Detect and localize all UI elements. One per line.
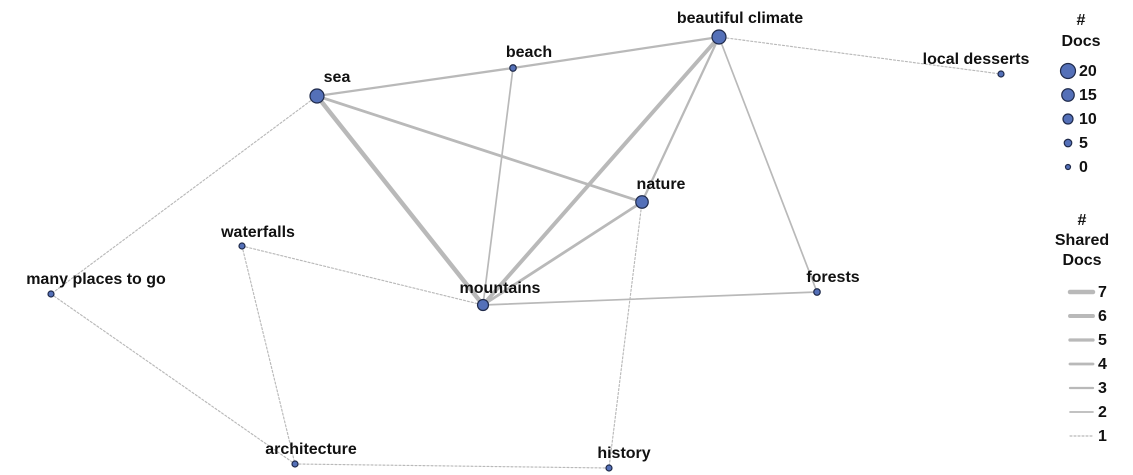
edge <box>315 66 515 98</box>
edge <box>511 35 721 70</box>
legend-node <box>1064 163 1072 171</box>
legend-node <box>1059 62 1077 80</box>
legend-label: 10 <box>1079 111 1097 128</box>
legend-label: 7 <box>1098 284 1107 301</box>
edge <box>294 463 610 469</box>
node-label: beautiful climate <box>677 10 803 27</box>
legend-label: 5 <box>1098 332 1107 349</box>
node-label: local desserts <box>923 51 1030 68</box>
node <box>605 464 613 472</box>
node <box>291 460 299 468</box>
nodes: beautiful climate beach sea local desserts n… <box>26 10 1030 472</box>
legend: # Docs 20 15 10 5 0 # Shared Docs 7 6 5 4 3 2 1 <box>1055 12 1109 445</box>
legend-label: 2 <box>1098 404 1107 421</box>
legend-label: 5 <box>1079 135 1088 152</box>
legend-title: Shared <box>1055 232 1109 249</box>
node-label: waterfalls <box>220 224 295 241</box>
legend-label: 4 <box>1098 356 1107 373</box>
node-label: mountains <box>460 280 541 297</box>
node-label: sea <box>324 69 351 86</box>
edge <box>314 93 486 308</box>
node <box>813 288 821 296</box>
edge <box>482 291 818 306</box>
legend-node <box>1063 138 1073 148</box>
legend-label: 0 <box>1079 159 1088 176</box>
node-label: architecture <box>265 441 357 458</box>
node-label: many places to go <box>26 271 166 288</box>
edge <box>481 200 644 307</box>
node <box>309 88 325 104</box>
node-label: history <box>597 445 650 462</box>
legend-label: 20 <box>1079 63 1097 80</box>
edge <box>481 35 721 307</box>
edge <box>718 36 1002 75</box>
legend-label: 6 <box>1098 308 1107 325</box>
legend-title: Docs <box>1062 252 1101 269</box>
legend-node <box>1061 88 1075 102</box>
legend-node <box>1062 113 1074 125</box>
edge <box>241 245 484 306</box>
legend-title: # <box>1077 12 1086 29</box>
legend-title: Docs <box>1061 33 1100 50</box>
legend-label: 15 <box>1079 87 1097 104</box>
edge <box>50 293 296 465</box>
node-label: beach <box>506 44 552 61</box>
edge <box>640 35 721 204</box>
node-label: forests <box>806 269 859 286</box>
node <box>509 64 517 72</box>
edge <box>718 36 818 293</box>
edge <box>608 201 643 469</box>
node <box>635 195 649 209</box>
node <box>997 70 1005 78</box>
node-label: nature <box>637 176 686 193</box>
legend-label: 1 <box>1098 428 1107 445</box>
edge <box>50 95 318 295</box>
edge <box>241 245 296 465</box>
node <box>711 29 727 45</box>
edge <box>315 94 644 204</box>
node <box>476 298 490 312</box>
legend-title: # <box>1078 212 1087 229</box>
edges <box>50 35 1002 469</box>
legend-label: 3 <box>1098 380 1107 397</box>
node <box>47 290 55 298</box>
node <box>238 242 246 250</box>
edge <box>482 67 514 306</box>
